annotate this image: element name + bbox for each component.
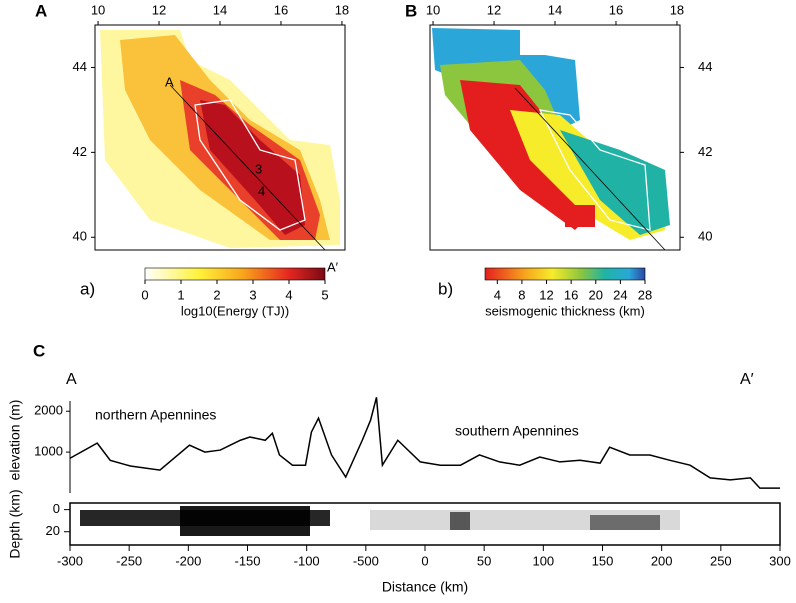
colorbar-tick-label: 0 xyxy=(141,287,148,302)
x-tick-label: 250 xyxy=(710,553,732,568)
annotation: A xyxy=(66,371,77,388)
x-tick-label: 16 xyxy=(274,2,288,17)
colorbar-tick-label: 20 xyxy=(589,287,603,302)
y-tick-label: 1000 xyxy=(34,444,63,459)
panel-label: C xyxy=(33,341,45,360)
map-a: A A′ 3 4 xyxy=(94,24,346,274)
colorbar-tick-label: 16 xyxy=(564,287,578,302)
seismicity xyxy=(80,506,680,536)
panel-label: B xyxy=(405,1,417,20)
colorbar-tick-label: 24 xyxy=(613,287,627,302)
x-tick-label: 50 xyxy=(477,553,491,568)
colorbar-tick-label: 4 xyxy=(285,287,292,302)
x-tick-label: -250 xyxy=(116,553,142,568)
x-tick-label: 18 xyxy=(670,2,684,17)
y-tick-label: 2000 xyxy=(34,403,63,418)
y-tick-label: 0 xyxy=(53,501,60,516)
profile-line xyxy=(169,84,326,251)
map-b xyxy=(429,24,681,251)
x-tick-label: 300 xyxy=(769,553,791,568)
annotation: northern Apennines xyxy=(95,407,216,423)
x-tick-label: 10 xyxy=(91,2,105,17)
panel-label: A xyxy=(35,1,47,20)
colorbar-tick-label: 4 xyxy=(494,287,501,302)
annotation: A xyxy=(165,74,174,89)
colorbar-tick-label: 8 xyxy=(518,287,525,302)
x-tick-label: 14 xyxy=(548,2,562,17)
colorbar-tick-label: 28 xyxy=(638,287,652,302)
colorbar xyxy=(144,267,326,281)
colorbar-tick-label: 2 xyxy=(213,287,220,302)
elevation-line xyxy=(69,397,780,489)
profile-line xyxy=(514,87,666,251)
x-tick-label: 0 xyxy=(421,553,428,568)
seismicity-cluster xyxy=(450,512,470,530)
y-tick-label: 44 xyxy=(73,59,87,74)
thickness-field xyxy=(560,130,670,235)
x-tick-label: -500 xyxy=(353,553,379,568)
x-tick-label: 10 xyxy=(426,2,440,17)
y-axis-label: elevation (m) xyxy=(7,400,23,481)
contour xyxy=(194,99,306,231)
sub-label: b) xyxy=(438,279,453,298)
annotation: 3 xyxy=(255,161,262,176)
x-tick-label: -100 xyxy=(294,553,320,568)
annotation: 4 xyxy=(258,183,265,198)
x-tick-label: 200 xyxy=(651,553,673,568)
y-axis-label: Depth (km) xyxy=(7,489,23,558)
x-tick-label: -300 xyxy=(57,553,83,568)
y-tick-label: 44 xyxy=(698,59,712,74)
annotation: A′ xyxy=(327,259,339,274)
x-tick-label: 14 xyxy=(213,2,227,17)
x-tick-label: 18 xyxy=(335,2,349,17)
x-tick-label: 12 xyxy=(487,2,501,17)
x-tick-label: 150 xyxy=(592,553,614,568)
colorbar-tick-label: 1 xyxy=(177,287,184,302)
x-tick-label: 100 xyxy=(532,553,554,568)
colorbar-tick-label: 3 xyxy=(249,287,256,302)
annotation: A′ xyxy=(740,371,754,388)
sub-label: a) xyxy=(80,279,95,298)
x-axis-label: Distance (km) xyxy=(382,579,468,595)
y-tick-label: 40 xyxy=(73,229,87,244)
seismicity-cluster xyxy=(590,515,660,530)
annotation: southern Apennines xyxy=(455,423,579,439)
thickness-field xyxy=(460,80,590,230)
colorbar-tick-label: 12 xyxy=(539,287,553,302)
y-tick-label: 42 xyxy=(698,144,712,159)
colorbar-label: seismogenic thickness (km) xyxy=(485,303,645,318)
y-tick-label: 20 xyxy=(46,523,60,538)
y-tick-label: 42 xyxy=(73,144,87,159)
y-tick-label: 40 xyxy=(698,229,712,244)
colorbar-tick-label: 5 xyxy=(321,287,328,302)
x-tick-label: 16 xyxy=(609,2,623,17)
contour xyxy=(538,109,651,231)
colorbar-label: log10(Energy (TJ)) xyxy=(181,303,289,318)
colorbar xyxy=(484,267,646,281)
seismicity-cluster xyxy=(180,506,310,536)
x-tick-label: -200 xyxy=(175,553,201,568)
x-tick-label: 12 xyxy=(152,2,166,17)
thickness-field xyxy=(565,205,595,227)
x-tick-label: -150 xyxy=(234,553,260,568)
